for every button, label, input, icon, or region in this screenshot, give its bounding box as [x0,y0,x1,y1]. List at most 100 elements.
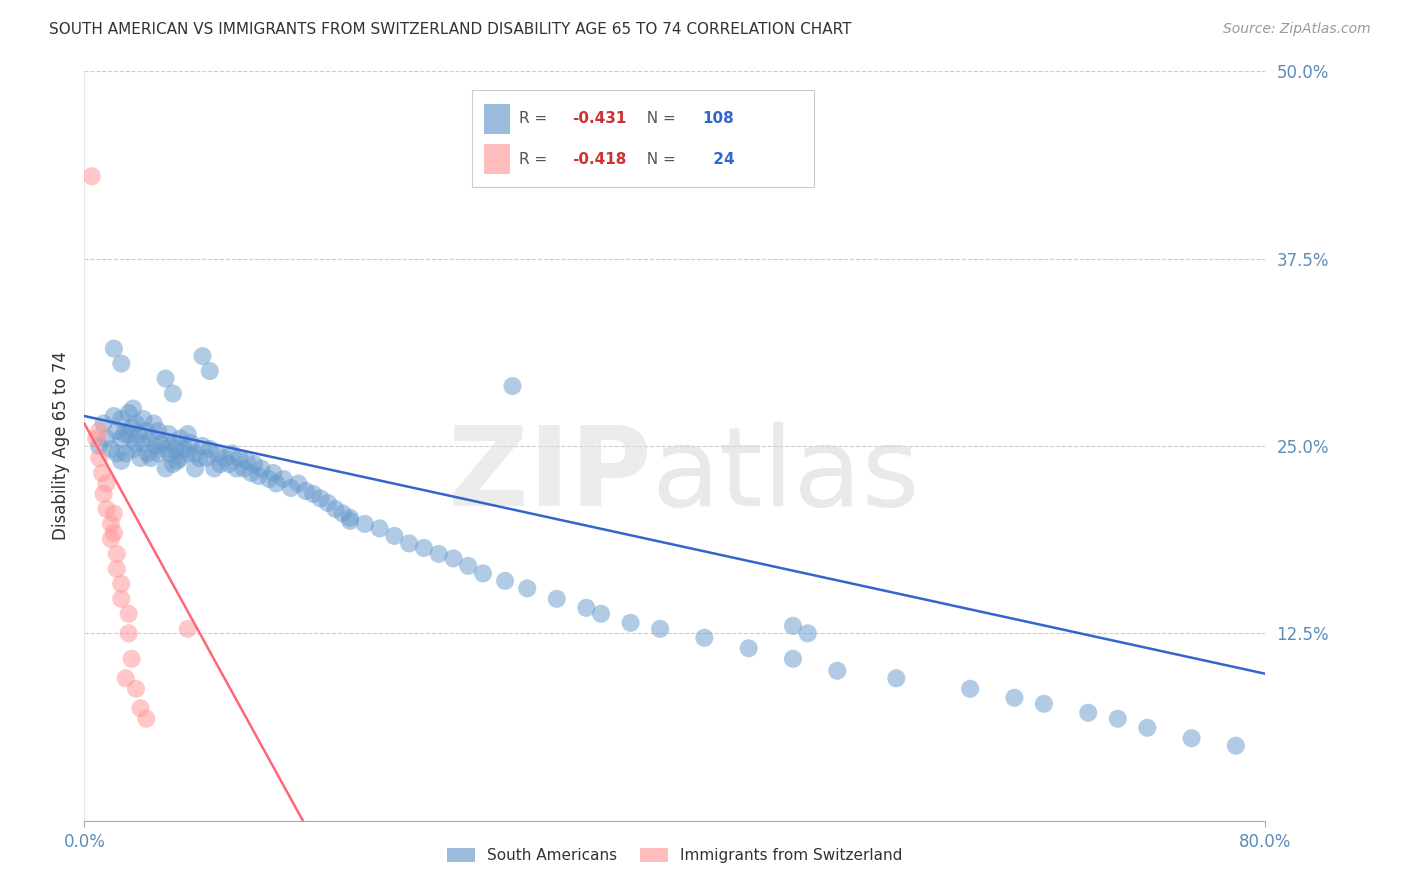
FancyBboxPatch shape [472,90,814,187]
Point [209,457,232,471]
FancyBboxPatch shape [484,144,509,174]
Point [129,450,152,465]
Point [1136,721,1159,735]
Point [782,619,804,633]
Point [118,406,141,420]
Point [225,461,247,475]
Point [135,424,157,438]
Point [494,574,516,588]
Point [93,487,115,501]
Point [207,446,229,460]
Point [797,626,820,640]
Point [128,427,150,442]
Point [198,364,221,378]
Point [173,442,195,456]
Point [382,529,406,543]
Text: atlas: atlas [651,423,920,530]
Point [236,454,259,468]
Point [87,439,111,453]
Point [650,622,672,636]
Point [157,427,180,442]
Point [620,615,643,630]
Point [184,446,207,460]
Point [132,436,155,450]
Point [177,446,200,460]
Point [339,514,361,528]
Point [139,450,162,465]
Point [280,481,302,495]
Point [332,507,354,521]
Point [136,446,159,460]
Point [135,712,157,726]
Legend: South Americans, Immigrants from Switzerland: South Americans, Immigrants from Switzer… [441,841,908,869]
Point [112,427,135,442]
Point [959,681,981,696]
Point [143,439,166,453]
Point [1004,690,1026,705]
Point [177,622,200,636]
Text: N =: N = [637,112,681,126]
Point [110,577,132,591]
Point [309,491,332,506]
Text: N =: N = [637,152,681,167]
Point [266,476,288,491]
Point [105,547,128,561]
Point [162,457,184,471]
Point [96,432,118,446]
Point [1181,731,1204,746]
Text: 108: 108 [702,112,734,126]
Point [1107,712,1129,726]
Point [87,424,111,438]
Point [180,436,202,450]
Point [287,476,309,491]
FancyBboxPatch shape [484,103,509,134]
Point [165,442,187,456]
Point [100,442,122,456]
Point [591,607,613,621]
Point [142,417,165,431]
Point [125,436,148,450]
Point [457,558,479,573]
Point [105,562,128,576]
Point [191,439,214,453]
Point [177,427,200,442]
Point [1077,706,1099,720]
Text: 24: 24 [709,152,734,167]
Point [243,457,266,471]
Point [93,417,115,431]
Point [159,446,181,460]
Point [302,487,325,501]
Point [232,461,254,475]
Point [546,591,568,606]
Point [782,652,804,666]
Point [96,476,118,491]
Point [118,607,141,621]
Point [84,432,107,446]
Point [169,432,191,446]
Point [80,169,103,184]
Point [110,357,132,371]
Point [118,427,141,442]
Point [122,401,145,416]
Point [162,436,184,450]
Point [354,516,377,531]
Point [162,386,184,401]
Text: R =: R = [519,112,553,126]
Point [114,671,136,685]
Point [87,450,111,465]
Point [105,446,128,460]
Point [575,600,598,615]
Point [103,342,125,356]
Point [516,582,538,596]
Point [118,626,141,640]
Point [100,532,122,546]
Point [427,547,450,561]
Point [100,516,122,531]
Point [501,379,523,393]
Point [1033,697,1056,711]
Point [155,461,177,475]
Text: -0.431: -0.431 [572,112,627,126]
Point [188,450,211,465]
Point [103,525,125,540]
Point [184,461,207,475]
